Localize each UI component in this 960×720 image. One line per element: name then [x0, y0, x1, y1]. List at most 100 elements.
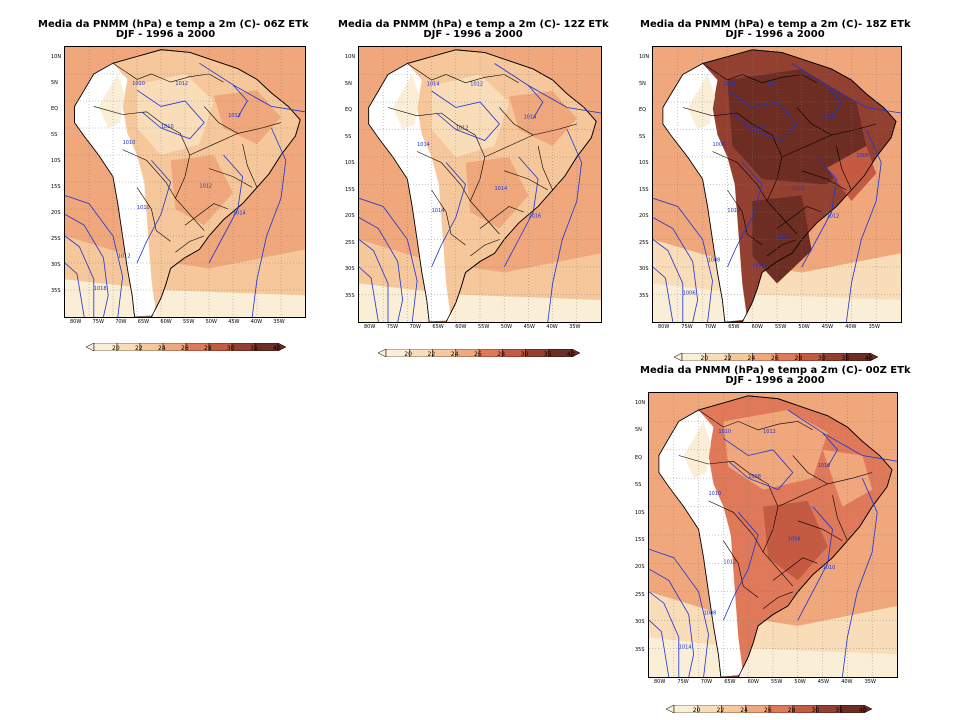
- isobar: [65, 195, 124, 317]
- isobar-label: 1014: [679, 645, 692, 651]
- colorbar: 20 22 24 26 28 30 35 40: [377, 342, 581, 360]
- isobar: [649, 591, 680, 677]
- isobar: [208, 154, 244, 264]
- colorbar-label: 30: [227, 345, 235, 352]
- country-border: [797, 520, 843, 541]
- isobar: [65, 262, 85, 317]
- colorbar-label: 22: [724, 355, 732, 362]
- y-axis-label: 5N: [639, 80, 646, 87]
- isobar-label: 1008: [788, 537, 801, 543]
- colorbar: 20 22 24 26 28 30 35 40: [665, 698, 873, 716]
- colorbar-label: 35: [835, 707, 843, 714]
- isobar: [65, 235, 95, 317]
- isobar-label: 1012: [118, 254, 131, 260]
- y-axis-label: 10S: [639, 160, 649, 166]
- x-axis-label: 55W: [775, 324, 787, 330]
- temperature-pressure-map: 1010 1012 1012 1008 1008 1012 1010 1012 1008 1006…: [653, 47, 901, 322]
- temperature-patch: [752, 195, 812, 284]
- temperature-patch: [509, 91, 577, 146]
- x-axis-label: 80W: [654, 679, 666, 685]
- country-border: [136, 187, 171, 242]
- country-border: [776, 206, 822, 229]
- map-frame: 1010 1012 1008 1010 1010 1008 1012 1010 1008 1014: [648, 392, 898, 678]
- y-axis-label: 35S: [639, 292, 649, 299]
- y-axis-label: 10S: [635, 509, 645, 516]
- panel-06z: Media da PNMM (hPa) e temp a 2m (C)- 06Z…: [0, 0, 330, 360]
- country-border: [832, 495, 848, 541]
- isobar-label: 1010: [137, 205, 150, 211]
- isobar-label: 1010: [727, 208, 740, 214]
- isobar-label: 1010: [823, 565, 836, 571]
- panel-12z: Media da PNMM (hPa) e temp a 2m (C)- 12Z…: [330, 0, 630, 360]
- x-axis-label: 40W: [845, 324, 857, 330]
- country-border: [708, 500, 794, 587]
- country-border: [242, 144, 258, 188]
- panel-18z: Media da PNMM (hPa) e temp a 2m (C)- 18Z…: [630, 0, 960, 365]
- x-axis-label: 70W: [115, 319, 127, 325]
- x-axis-label: 80W: [658, 324, 670, 330]
- isobar-label: 1012: [767, 82, 780, 88]
- isobar-label: 1012: [456, 126, 469, 132]
- colorbar-label: 28: [787, 707, 796, 714]
- isobar: [649, 548, 709, 677]
- colorbar-label: 30: [520, 351, 529, 358]
- colorbar: 20 22 24 26 28 30 35 40: [673, 346, 879, 364]
- isobar: [359, 217, 404, 322]
- isobar: [431, 90, 500, 141]
- y-axis-label: 30S: [635, 619, 645, 626]
- colorbar-label: 28: [794, 355, 803, 362]
- x-axis-label: 55W: [183, 319, 195, 325]
- colorbar-label: 40: [273, 345, 281, 352]
- coastline: [658, 395, 893, 677]
- isobar-label: 1010: [132, 81, 145, 87]
- y-axis-label: EQ: [635, 454, 643, 461]
- isobar-label: 1008: [777, 236, 790, 242]
- country-border: [836, 145, 852, 191]
- isobar-label: 1012: [228, 113, 241, 119]
- x-axis-label: 50W: [798, 324, 810, 330]
- country-border: [416, 151, 500, 235]
- map-frame: 1010 1012 1012 1008 1008 1012 1010 1012 1008 1006…: [652, 46, 902, 323]
- y-axis-label: 10N: [635, 400, 646, 406]
- x-axis-label: 40W: [841, 679, 853, 685]
- isobar-label: 1014: [427, 82, 440, 88]
- y-axis-label: EQ: [51, 106, 59, 112]
- colorbar-label: 20: [700, 355, 709, 362]
- y-axis-label: 20S: [635, 564, 645, 571]
- x-axis-label: 45W: [821, 324, 834, 330]
- colorbar-min-arrow: [85, 342, 95, 352]
- colorbar-ramp: [665, 704, 873, 714]
- highland-patch: [98, 74, 125, 128]
- temperature-patch: [137, 74, 214, 155]
- colorbar-label: 40: [567, 351, 575, 358]
- country-border: [203, 106, 238, 134]
- isobar-label: 1012: [792, 186, 805, 192]
- y-axis-label: 25S: [639, 239, 649, 246]
- isobar-label: 1008: [748, 474, 761, 480]
- y-axis-label: 5S: [639, 133, 646, 140]
- y-axis-label: EQ: [345, 107, 353, 113]
- colorbar-label: 26: [764, 707, 772, 714]
- x-axis-label: 70W: [409, 324, 421, 330]
- isobar: [136, 89, 205, 140]
- isobar: [547, 129, 583, 322]
- isobar-label: 1010: [718, 429, 731, 435]
- isobar-label: 1012: [723, 559, 736, 565]
- colorbar-ramp: [673, 352, 879, 362]
- y-axis-label: 15S: [345, 186, 355, 193]
- isobar-label: 1012: [752, 126, 765, 132]
- temperature-patch: [727, 69, 867, 185]
- y-axis-label: 5S: [51, 132, 58, 138]
- y-axis-label: 25S: [345, 239, 355, 246]
- colorbar-max-arrow: [571, 348, 581, 358]
- isobar: [727, 162, 763, 268]
- country-border: [762, 591, 793, 610]
- ocean-cold-zone: [65, 279, 305, 317]
- isobar: [723, 512, 759, 621]
- y-axis-label: 20S: [345, 213, 355, 219]
- x-axis-label: 35W: [868, 324, 880, 330]
- country-border: [484, 123, 577, 158]
- y-axis-label: 5N: [635, 427, 642, 434]
- isobar: [787, 409, 897, 462]
- isobar: [136, 160, 172, 264]
